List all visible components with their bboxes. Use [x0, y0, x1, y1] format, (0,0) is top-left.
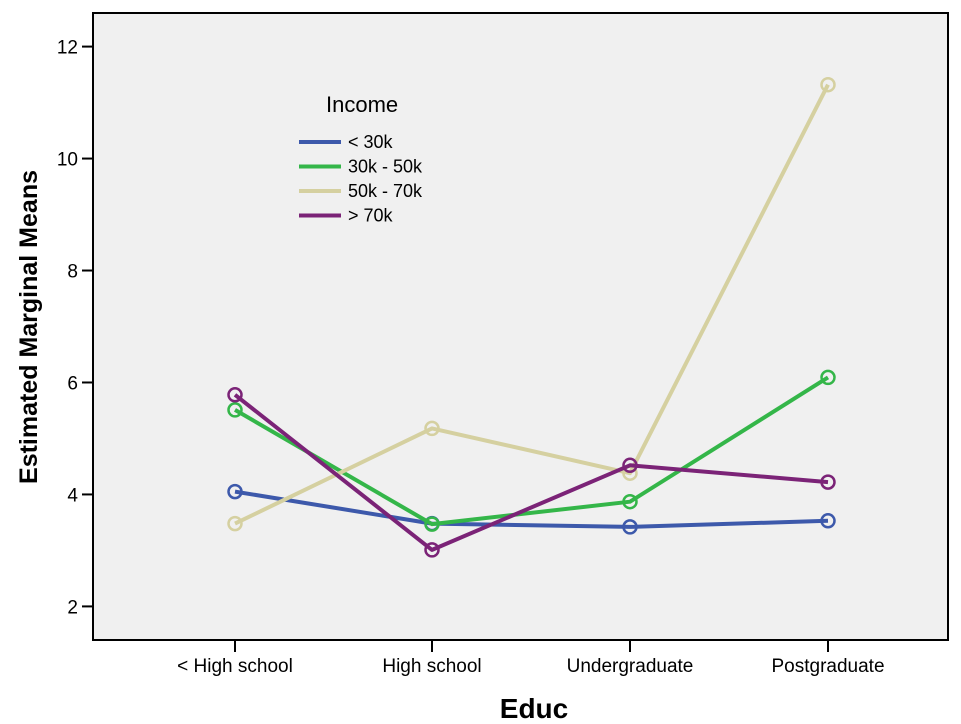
- series-line: [233, 375, 830, 527]
- y-tick-label: 4: [67, 485, 78, 506]
- data-point: [820, 76, 836, 93]
- data-point: [227, 483, 243, 500]
- legend-label: < 30k: [348, 132, 394, 152]
- data-point: [820, 474, 836, 490]
- x-tick-label: High school: [382, 656, 481, 677]
- legend: Income < 30k 30k - 50k 50k - 70k > 70k: [299, 92, 423, 226]
- y-tick-label: 6: [67, 373, 78, 394]
- data-point: [820, 513, 836, 529]
- x-tick-label: Undergraduate: [567, 656, 694, 677]
- series-line: [234, 83, 830, 526]
- data-point: [622, 519, 638, 535]
- y-tick-label: 12: [57, 38, 78, 59]
- y-tick-label: 2: [67, 597, 78, 618]
- data-point: [227, 515, 243, 532]
- data-point: [424, 420, 440, 437]
- series-line: [234, 489, 829, 529]
- legend-label: 50k - 70k: [348, 181, 423, 201]
- data-point: [227, 387, 243, 403]
- data-point: [622, 493, 638, 510]
- data-point: [227, 402, 243, 418]
- data-point: [424, 542, 440, 558]
- x-tick-label: Postgraduate: [771, 656, 884, 677]
- legend-label: 30k - 50k: [348, 157, 423, 177]
- series-layer: [227, 76, 836, 558]
- series-line: [233, 393, 829, 552]
- x-tick-label: < High school: [177, 656, 293, 677]
- y-axis-title: Estimated Marginal Means: [15, 170, 43, 484]
- data-point: [820, 369, 836, 386]
- x-axis-title: Educ: [500, 693, 568, 724]
- y-tick-label: 10: [57, 150, 78, 171]
- plot-area: [92, 12, 949, 641]
- axes: 2 4 6 8 10 12 < High school High school Undergra…: [57, 38, 885, 677]
- legend-label: > 70k: [348, 206, 394, 226]
- data-point: [622, 457, 638, 474]
- y-tick-label: 8: [67, 262, 78, 283]
- data-point: [424, 516, 440, 532]
- legend-title: Income: [326, 92, 398, 117]
